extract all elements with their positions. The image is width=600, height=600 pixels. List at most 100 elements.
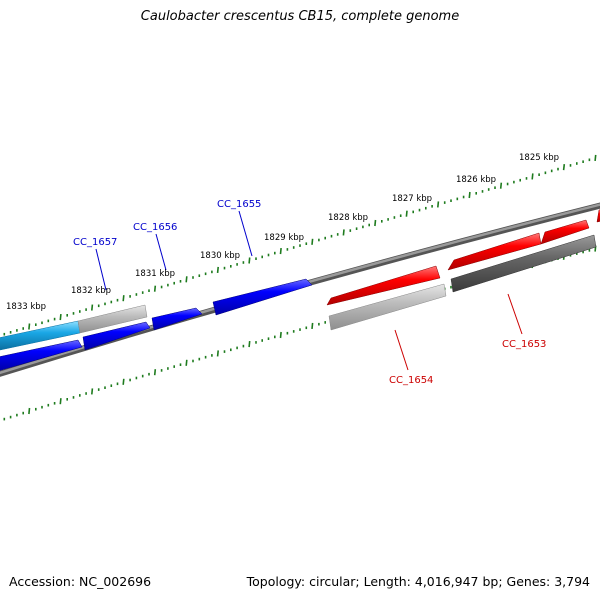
upper-minor-tick — [3, 332, 6, 336]
ruler-label-1825: 1825 kbp — [519, 153, 559, 163]
lower-major-tick — [216, 350, 219, 357]
lower-minor-tick — [450, 285, 452, 289]
upper-minor-tick — [41, 321, 43, 325]
gene-arrow-cc-1655[interactable] — [212, 278, 313, 316]
upper-minor-tick — [22, 327, 24, 330]
lower-major-tick — [248, 341, 251, 348]
upper-minor-tick — [487, 188, 490, 191]
upper-minor-tick — [362, 225, 364, 229]
upper-minor-tick — [192, 276, 194, 279]
upper-minor-tick — [381, 220, 383, 223]
upper-major-tick — [311, 238, 314, 245]
lower-minor-tick — [41, 405, 43, 409]
upper-minor-tick — [475, 192, 477, 195]
gene-arrow-blue-inner[interactable] — [82, 321, 151, 351]
lower-major-tick — [122, 378, 125, 385]
upper-major-ticks — [28, 154, 597, 330]
upper-minor-tick — [53, 317, 56, 321]
upper-major-tick — [28, 323, 31, 330]
lower-minor-tick — [47, 403, 50, 407]
upper-minor-tick — [236, 263, 238, 266]
upper-minor-tick — [129, 295, 131, 298]
lower-minor-tick — [299, 328, 301, 331]
lower-minor-tick — [582, 250, 584, 254]
upper-minor-tick — [582, 160, 584, 163]
lower-minor-tick — [53, 402, 56, 405]
gene-label-cc-1657: CC_1657 — [73, 237, 117, 248]
upper-minor-tick — [173, 281, 175, 285]
ruler-label-1829: 1829 kbp — [264, 233, 304, 243]
gene-arrow-gray-light[interactable] — [77, 304, 148, 334]
upper-minor-tick — [443, 201, 446, 204]
lower-minor-tick — [230, 348, 232, 352]
lower-minor-tick — [104, 386, 106, 389]
map-title: Caulobacter crescentus CB15, complete ge… — [140, 9, 460, 24]
lower-minor-tick — [318, 322, 320, 326]
upper-minor-tick — [141, 291, 144, 294]
gene-arrow-red-right[interactable] — [540, 219, 590, 245]
lower-minor-tick — [261, 339, 263, 342]
lower-minor-tick — [211, 354, 213, 357]
upper-minor-tick — [160, 285, 163, 289]
gene-arrow-cc-1654-a[interactable] — [326, 265, 441, 306]
ruler-label-1828: 1828 kbp — [328, 213, 368, 223]
lower-minor-tick — [192, 359, 194, 363]
upper-minor-tick — [148, 289, 150, 292]
leader-line-cc-1654 — [394, 329, 409, 371]
lower-major-tick — [28, 407, 31, 415]
leader-line-cc-1656 — [155, 233, 167, 271]
upper-minor-tick — [305, 242, 308, 245]
upper-minor-tick — [588, 158, 591, 162]
gene-label-cc-1656: CC_1656 — [133, 222, 177, 233]
upper-minor-tick — [16, 329, 18, 332]
upper-major-tick — [122, 295, 125, 302]
lower-minor-tick — [141, 374, 144, 378]
upper-minor-tick — [513, 180, 515, 184]
upper-major-tick — [531, 173, 534, 180]
leader-line-cc-1657 — [95, 248, 107, 291]
upper-minor-ticks — [3, 158, 591, 336]
ruler-label-1827: 1827 kbp — [392, 194, 432, 204]
upper-major-tick — [594, 154, 597, 161]
lower-minor-tick — [110, 384, 113, 387]
gene-label-cc-1655: CC_1655 — [217, 199, 261, 210]
gene-arrow-cc-1653[interactable] — [450, 234, 597, 293]
ruler-label-1826: 1826 kbp — [456, 175, 496, 185]
lower-major-tick — [153, 369, 157, 376]
gene-label-cc-1653: CC_1653 — [502, 339, 546, 350]
upper-minor-tick — [167, 283, 169, 287]
upper-minor-tick — [135, 293, 138, 296]
upper-minor-tick — [267, 253, 270, 257]
upper-minor-tick — [79, 310, 81, 313]
upper-minor-tick — [387, 218, 389, 221]
lower-minor-tick — [97, 388, 100, 391]
upper-major-tick — [248, 257, 251, 264]
upper-minor-tick — [179, 280, 182, 283]
upper-minor-tick — [450, 199, 452, 202]
upper-major-tick — [185, 276, 188, 283]
lower-major-tick — [279, 331, 282, 339]
lower-minor-tick — [167, 367, 169, 370]
upper-minor-tick — [494, 186, 496, 189]
upper-minor-tick — [110, 300, 113, 304]
lower-minor-tick — [204, 355, 207, 359]
upper-minor-tick — [399, 214, 402, 217]
upper-tick-ruler — [3, 154, 597, 336]
upper-minor-tick — [336, 233, 339, 236]
upper-minor-tick — [544, 171, 547, 175]
lower-minor-tick — [292, 330, 295, 333]
gene-arrow-cc-1657[interactable] — [0, 339, 83, 371]
upper-minor-tick — [261, 255, 263, 259]
upper-minor-tick — [324, 236, 326, 240]
gene-arrow-red-edge[interactable] — [596, 209, 600, 223]
upper-major-tick — [342, 229, 345, 236]
upper-minor-tick — [198, 274, 201, 277]
lower-minor-tick — [198, 357, 201, 361]
gene-arrow-cc-1654[interactable] — [328, 283, 447, 331]
upper-minor-tick — [230, 265, 232, 268]
ruler-label-1830: 1830 kbp — [200, 251, 240, 261]
upper-minor-tick — [286, 248, 289, 251]
lower-minor-tick — [66, 398, 68, 401]
upper-minor-tick — [66, 314, 68, 317]
gene-arrow-cc-1656[interactable] — [151, 307, 203, 331]
